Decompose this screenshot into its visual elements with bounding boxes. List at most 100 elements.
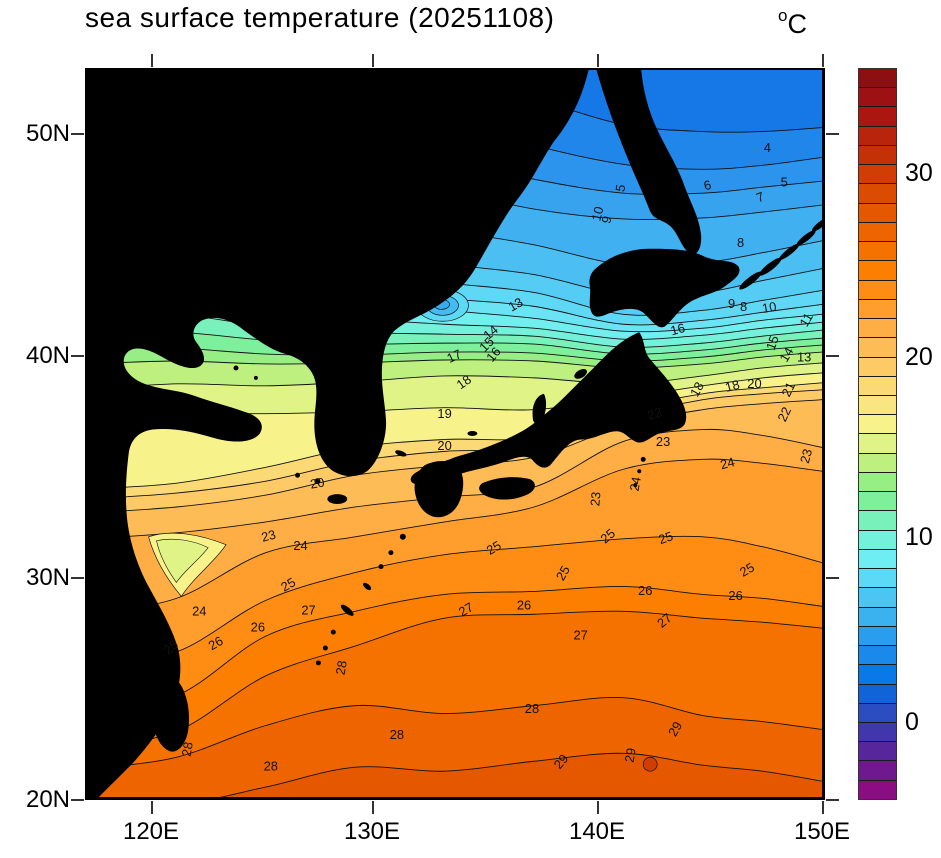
- contour-label-10: 10: [588, 205, 606, 223]
- x-axis-tick-top: [597, 54, 599, 67]
- isotherm-line-18: [87, 362, 822, 391]
- korea-south-islet: [314, 478, 321, 485]
- amami-island: [362, 582, 372, 591]
- contour-label-26: 26: [251, 620, 265, 635]
- ryukyu-islet: [315, 660, 321, 666]
- colorbar-segment: [859, 452, 896, 472]
- colorbar-segment: [859, 202, 896, 222]
- sakhalin-island: [596, 70, 702, 255]
- x-axis-label: 130E: [343, 818, 401, 845]
- contour-label-15: 15: [763, 333, 782, 352]
- isotherm-line-27: [87, 610, 822, 748]
- izu-islet: [633, 483, 638, 488]
- x-axis-label: 140E: [568, 818, 626, 845]
- x-axis-tick-bottom: [822, 801, 824, 814]
- x-axis-tick-top: [822, 54, 824, 67]
- isotherm-line-23: [87, 428, 822, 540]
- colorbar-segment: [859, 491, 896, 511]
- jeju-island: [327, 494, 348, 505]
- x-axis-tick-bottom: [597, 801, 599, 814]
- contour-label-7: 7: [754, 189, 766, 206]
- colorbar-segment: [859, 394, 896, 415]
- colorbar-segment: [859, 356, 896, 376]
- colorbar-segment: [859, 414, 896, 434]
- contour-label-18: 18: [454, 372, 474, 393]
- contour-label-24: 24: [718, 454, 736, 472]
- colorbar-segment: [859, 125, 896, 145]
- x-axis-tick-bottom: [151, 801, 153, 814]
- colorbar-segment: [859, 375, 896, 395]
- colorbar: [858, 68, 897, 800]
- contour-label-23: 23: [260, 527, 278, 545]
- okinawa-island: [340, 604, 354, 616]
- contour-label-6: 6: [702, 177, 713, 193]
- taiwan-island: [151, 676, 190, 752]
- colorbar-segments: [859, 69, 896, 799]
- colorbar-segment: [859, 87, 896, 107]
- contour-label-28: 28: [525, 701, 539, 716]
- isotherm-line-17: [87, 351, 822, 369]
- colorbar-segment: [859, 106, 896, 126]
- contour-label-5: 5: [612, 183, 628, 193]
- colorbar-segment: [859, 164, 896, 184]
- x-axis-tick-top: [372, 54, 374, 67]
- kuril-island: [759, 257, 782, 276]
- colorbar-segment: [859, 606, 896, 626]
- isotherm-line-26: [87, 585, 822, 709]
- map-plot: 4 5 5 6 7 8 9 8 10 11 10 9 13 14 15 16 17 18 19 20 16 18 18 20 2…: [85, 68, 825, 800]
- contour-label-20: 20: [309, 474, 326, 491]
- contour-label-13: 13: [797, 349, 811, 364]
- contour-label-13: 13: [506, 294, 526, 314]
- isotherm-line-25: [87, 535, 822, 667]
- colorbar-segment: [859, 587, 896, 607]
- x-axis-tick-top: [151, 54, 153, 67]
- contour-label-20: 20: [437, 438, 451, 453]
- colorbar-segment: [859, 645, 896, 665]
- x-axis-tick-bottom: [372, 801, 374, 814]
- isotherm-line-16: [87, 344, 822, 362]
- contour-label-24: 24: [293, 538, 307, 553]
- ryukyu-islet: [388, 550, 394, 556]
- contour-label-28: 28: [179, 741, 196, 758]
- contour-label-28: 28: [333, 659, 350, 676]
- colorbar-segment: [859, 318, 896, 338]
- y-axis-label: 30N: [25, 564, 70, 591]
- colorbar-segment: [859, 298, 896, 319]
- asia-continent: [87, 70, 589, 797]
- contour-label-25: 25: [484, 538, 504, 558]
- tsushima-island: [395, 450, 407, 457]
- x-axis-label: 150E: [793, 818, 851, 845]
- contour-label-22: 22: [645, 404, 664, 423]
- contour-label-28: 28: [264, 759, 278, 774]
- colorbar-segment: [859, 69, 896, 88]
- ryukyu-islet: [330, 629, 336, 635]
- isotherm-line-21: [87, 389, 822, 500]
- contour-label-16: 16: [669, 320, 687, 338]
- isotherm-line-29: [220, 752, 822, 797]
- contour-label-22: 22: [774, 404, 794, 423]
- isotherm-line-20: [87, 382, 822, 490]
- kuril-island: [778, 243, 800, 261]
- colorbar-segment: [859, 183, 896, 203]
- colorbar-segment: [859, 664, 896, 684]
- contour-label-8: 8: [740, 299, 747, 314]
- figure-title: sea surface temperature (20251108): [85, 2, 555, 33]
- contour-label-25: 25: [656, 528, 675, 547]
- contour-label-23: 23: [656, 434, 670, 449]
- isotherm-line-14: [87, 312, 822, 348]
- y-axis-label: 40N: [25, 342, 70, 369]
- y-axis-tick-right: [826, 577, 839, 579]
- izu-islet: [637, 469, 642, 474]
- contour-label-29: 29: [665, 719, 685, 739]
- colorbar-segment: [859, 260, 896, 280]
- contour-label-24: 24: [627, 476, 644, 493]
- unit-label: oC: [778, 6, 807, 40]
- izu-islet: [640, 456, 646, 462]
- colorbar-segment: [859, 221, 896, 242]
- colorbar-segment: [859, 568, 896, 588]
- contour-label-18: 18: [687, 379, 707, 399]
- contour-label-24: 24: [192, 604, 206, 619]
